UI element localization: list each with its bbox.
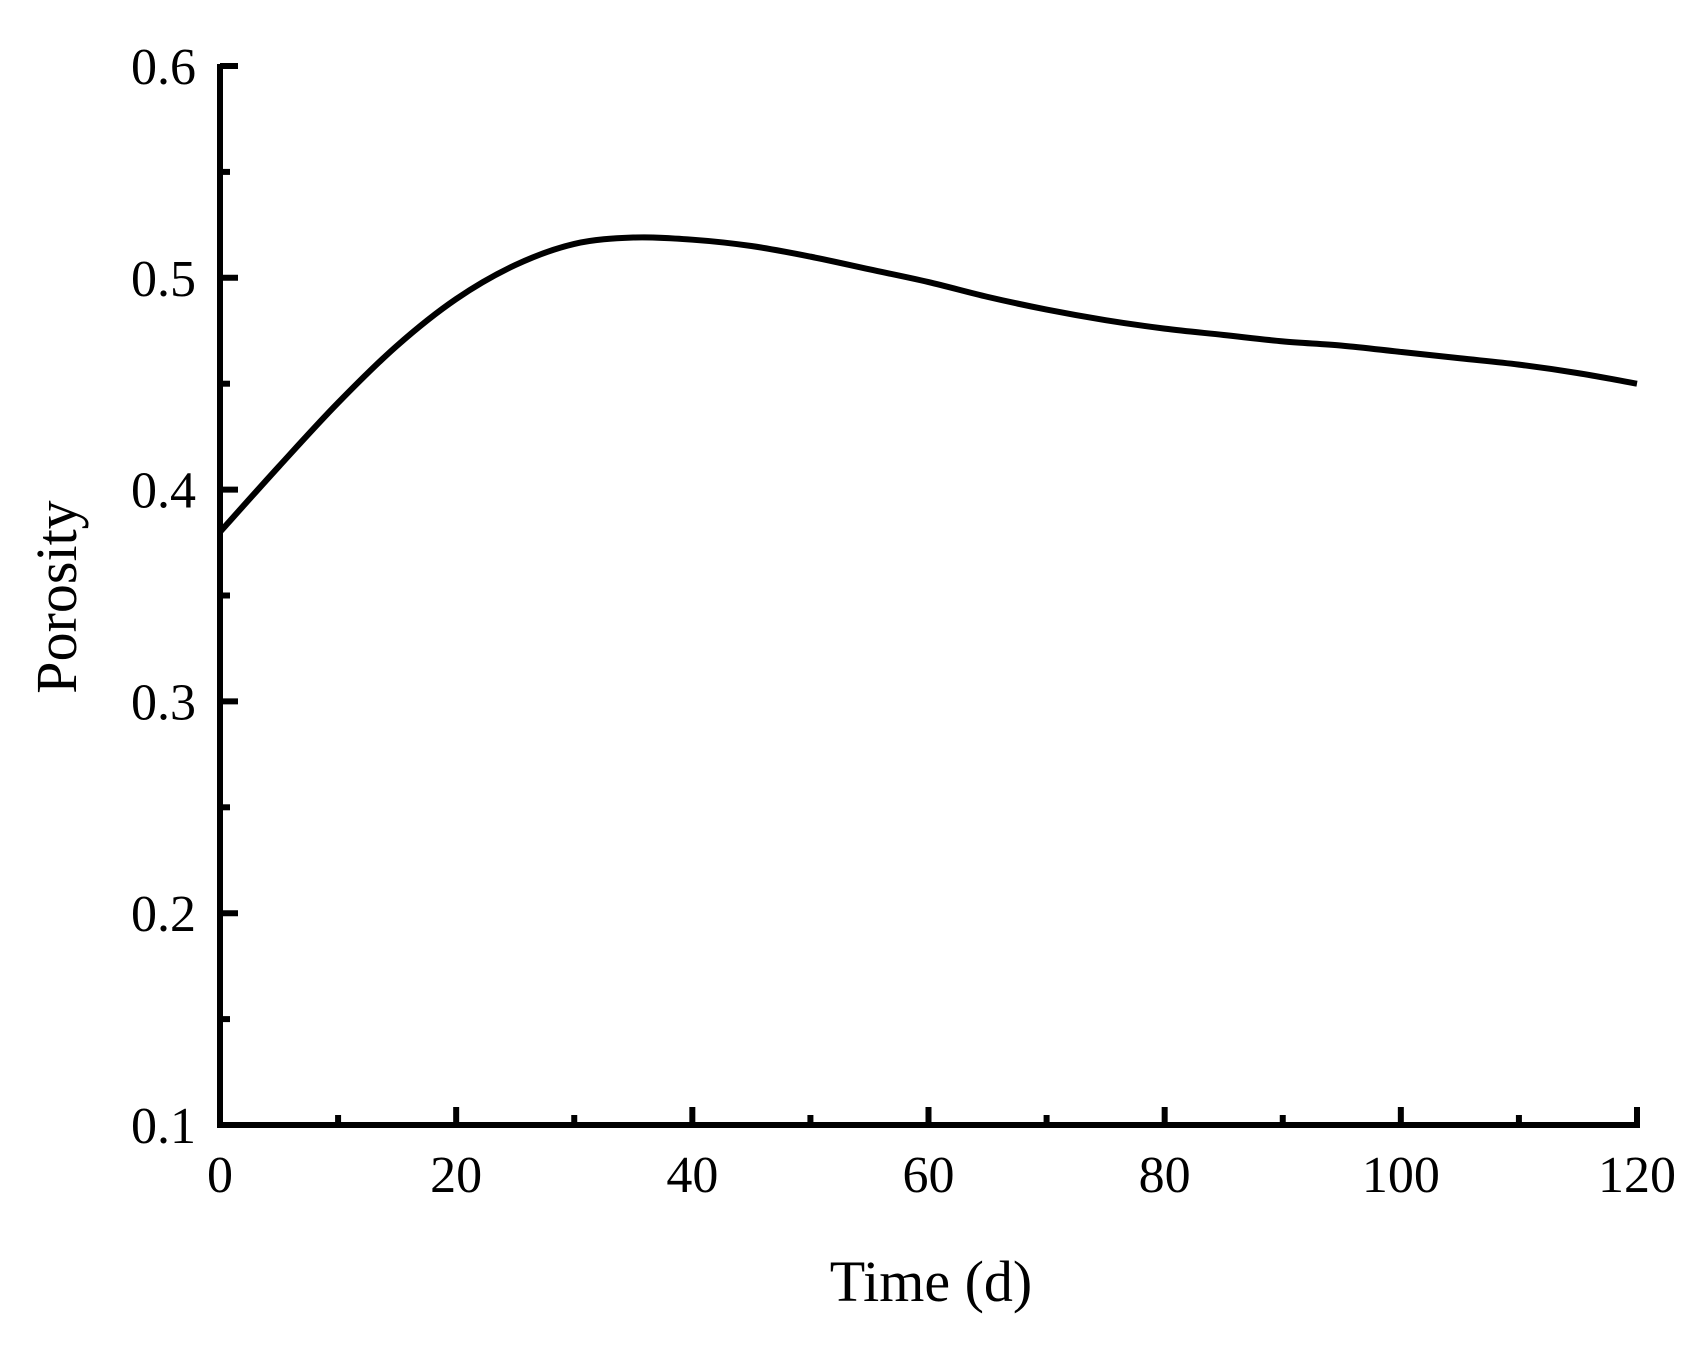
- x-tick-label: 120: [1598, 1147, 1676, 1204]
- porosity-series-line: [217, 234, 1638, 534]
- x-tick-label: 80: [1139, 1147, 1191, 1204]
- y-tick-label: 0.6: [131, 39, 196, 96]
- x-axis-title: Time (d): [830, 1249, 1033, 1314]
- y-tick-label: 0.5: [131, 251, 196, 308]
- y-axis-title: Porosity: [24, 500, 89, 693]
- x-tick-label: 100: [1362, 1147, 1440, 1204]
- axes: [217, 63, 1640, 1128]
- y-tick-label: 0.3: [131, 674, 196, 731]
- y-tick-label: 0.2: [131, 886, 196, 943]
- labels-layer: Time (d) Porosity 0.1 0.2 0.3 0.4 0.5 0.6 0 20 4…: [24, 39, 1676, 1314]
- y-tick-label: 0.4: [131, 463, 196, 520]
- series-layer: [217, 234, 1638, 534]
- x-tick-label: 20: [430, 1147, 482, 1204]
- x-tick-label: 0: [207, 1147, 233, 1204]
- y-tick-label: 0.1: [131, 1098, 196, 1155]
- x-tick-label: 40: [666, 1147, 718, 1204]
- x-tick-label: 60: [903, 1147, 955, 1204]
